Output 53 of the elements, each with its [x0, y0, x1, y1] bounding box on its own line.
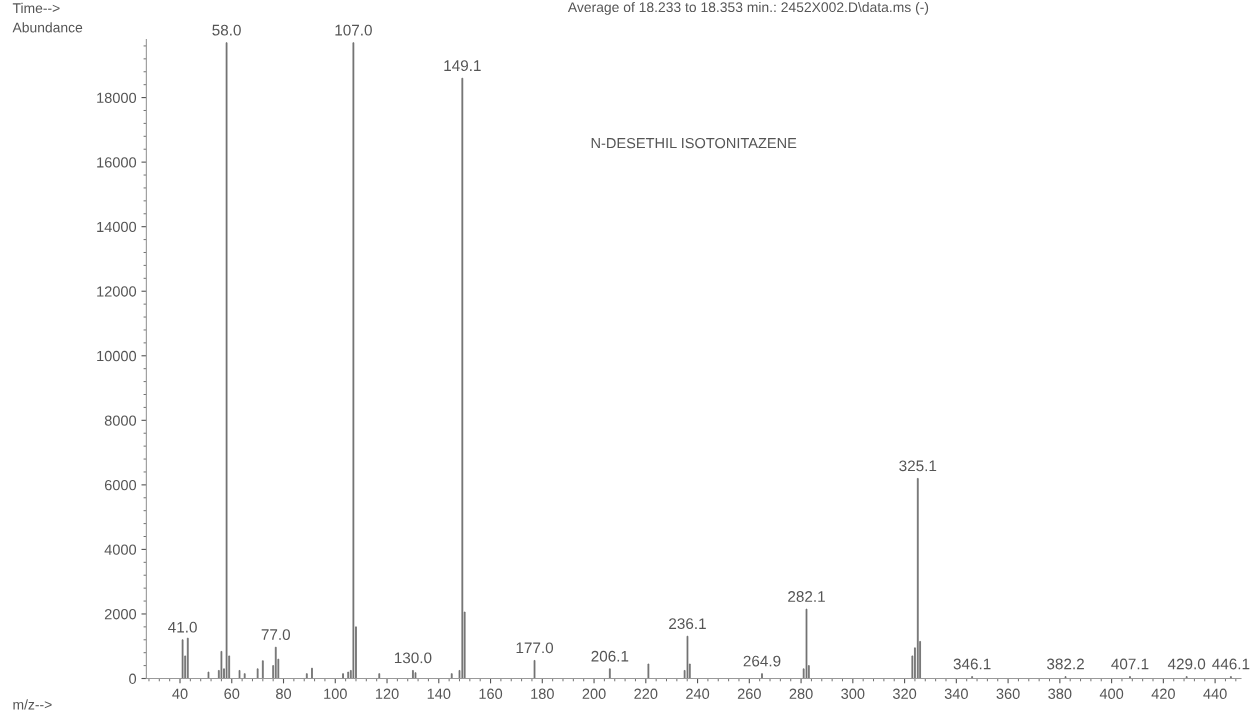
annotation: 149.1 [444, 60, 481, 72]
y-tick-label: 16000 [97, 157, 137, 168]
x-axis-title: m/z--> [13, 699, 52, 710]
annotation: 206.1 [591, 650, 629, 662]
annotation: 446.1 [1212, 658, 1250, 670]
x-tick-label: 340 [944, 688, 968, 699]
chart-title: Average of 18.233 to 18.353 min.: 2452X002.D\data.ms (-) [567, 1, 929, 15]
annotation: 130.0 [394, 652, 432, 664]
annotation: 429.0 [1167, 658, 1206, 670]
y-tick-label: 18000 [97, 92, 137, 104]
x-tick-label: 180 [531, 688, 554, 699]
text: Time--> [12, 2, 60, 14]
annotation: 382.2 [1047, 658, 1084, 670]
annotation: N-DESETHIL ISOTONITAZENE [591, 137, 797, 149]
x-tick-label: 380 [1048, 688, 1072, 699]
y-tick-label: 0 [129, 673, 137, 684]
x-tick-label: 260 [737, 688, 761, 699]
x-tick-label: 100 [324, 688, 347, 699]
x-tick-label: 160 [479, 688, 503, 699]
annotation: 77.0 [261, 629, 291, 641]
y-tick-label: 2000 [104, 609, 137, 620]
x-tick-label: 400 [1099, 688, 1124, 699]
annotation: 58.0 [212, 24, 241, 36]
x-tick-label: 40 [172, 688, 188, 699]
x-tick-label: 320 [892, 688, 917, 699]
x-tick-label: 60 [224, 688, 240, 699]
y-tick-label: 8000 [104, 415, 137, 426]
annotation: 325.1 [899, 460, 937, 472]
x-tick-label: 140 [427, 688, 451, 699]
y-tick-label: 6000 [104, 479, 137, 491]
y-axis-title: Abundance [12, 22, 83, 33]
x-tick-label: 80 [276, 688, 292, 699]
annotation: 264.9 [743, 655, 781, 667]
x-tick-label: 280 [789, 688, 813, 699]
annotation: 236.1 [669, 618, 706, 630]
x-tick-label: 360 [996, 688, 1020, 699]
x-tick-label: 220 [634, 688, 658, 699]
x-tick-label: 420 [1151, 688, 1175, 699]
y-tick-label: 14000 [97, 221, 137, 233]
annotation: 177.0 [516, 642, 554, 654]
y-tick-label: 10000 [97, 350, 137, 362]
annotation: 107.0 [335, 24, 372, 36]
x-tick-label: 240 [686, 688, 710, 699]
x-tick-label: 440 [1203, 688, 1227, 699]
x-tick-label: 300 [841, 688, 865, 699]
x-tick-label: 200 [582, 688, 606, 699]
y-tick-label: 12000 [97, 286, 137, 297]
annotation: 407.1 [1111, 658, 1149, 670]
y-tick-label: 4000 [104, 544, 137, 555]
annotation: 346.1 [953, 658, 991, 670]
annotation: 41.0 [168, 621, 197, 633]
annotation: 282.1 [788, 591, 825, 602]
x-tick-label: 120 [375, 688, 399, 699]
